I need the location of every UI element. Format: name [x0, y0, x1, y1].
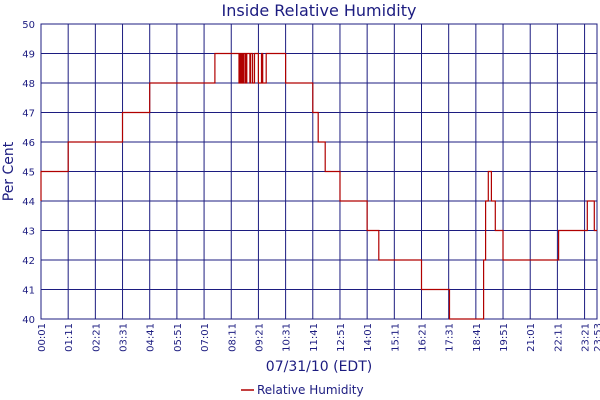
x-tick-label: 00:01	[37, 323, 48, 352]
x-tick-label: 09:21	[254, 323, 265, 352]
y-tick-label: 44	[22, 197, 35, 208]
y-tick-label: 43	[22, 227, 35, 238]
y-tick-label: 48	[22, 79, 35, 90]
x-tick-label: 23:21	[581, 323, 592, 352]
x-tick-label: 14:01	[363, 323, 374, 352]
x-tick-label: 11:41	[309, 323, 320, 352]
x-tick-label: 05:51	[173, 323, 184, 352]
legend-label: Relative Humidity	[257, 383, 364, 397]
x-tick-label: 01:11	[64, 323, 75, 352]
x-tick-label: 23:53	[593, 323, 600, 352]
x-tick-label: 08:11	[227, 323, 238, 352]
x-tick-label: 15:11	[390, 323, 401, 352]
x-tick-label: 10:31	[282, 323, 293, 352]
y-tick-label: 47	[22, 109, 35, 120]
x-tick-label: 22:11	[553, 323, 564, 352]
x-axis-label: 07/31/10 (EDT)	[266, 359, 372, 375]
y-tick-label: 40	[22, 315, 35, 326]
x-tick-label: 04:41	[146, 323, 157, 352]
x-tick-label: 03:31	[119, 323, 130, 352]
x-tick-label: 12:51	[336, 323, 347, 352]
x-tick-label: 18:41	[472, 323, 483, 352]
y-tick-label: 49	[22, 50, 35, 61]
x-tick-label: 21:01	[526, 323, 537, 352]
y-tick-label: 41	[22, 286, 35, 297]
y-tick-label: 42	[22, 256, 35, 267]
y-tick-label: 46	[22, 138, 35, 149]
x-tick-label: 16:21	[418, 323, 429, 352]
legend: Relative Humidity	[241, 383, 364, 397]
chart-title: Inside Relative Humidity	[222, 1, 417, 20]
series-line-relative-humidity	[40, 52, 597, 320]
y-tick-label: 45	[22, 168, 35, 179]
x-tick-label: 02:21	[91, 323, 102, 352]
x-tick-label: 19:51	[499, 323, 510, 352]
x-tick-label: 17:31	[445, 323, 456, 352]
y-tick-label: 50	[22, 20, 35, 31]
y-axis-label: Per Cent	[1, 141, 17, 201]
x-tick-label: 07:01	[200, 323, 211, 352]
